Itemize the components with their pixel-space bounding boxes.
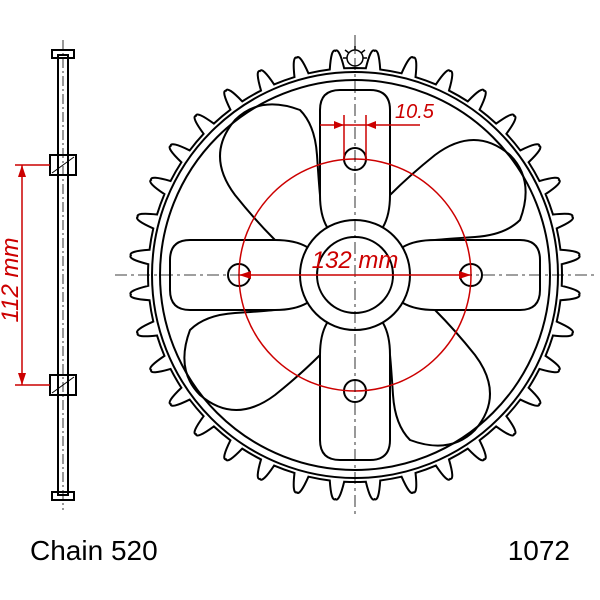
dim-112-text: 112 mm — [0, 238, 24, 323]
dimension-112: 112 mm — [0, 165, 50, 385]
dimension-105: 10.5 — [320, 101, 435, 159]
side-view — [50, 40, 76, 510]
part-number: 1072 — [508, 535, 570, 566]
dim-105-text: 10.5 — [395, 101, 435, 123]
chain-label: Chain 520 — [30, 535, 158, 566]
dim-132-text: 132 mm — [312, 247, 399, 274]
sprocket-diagram: 112 mm — [0, 0, 600, 600]
